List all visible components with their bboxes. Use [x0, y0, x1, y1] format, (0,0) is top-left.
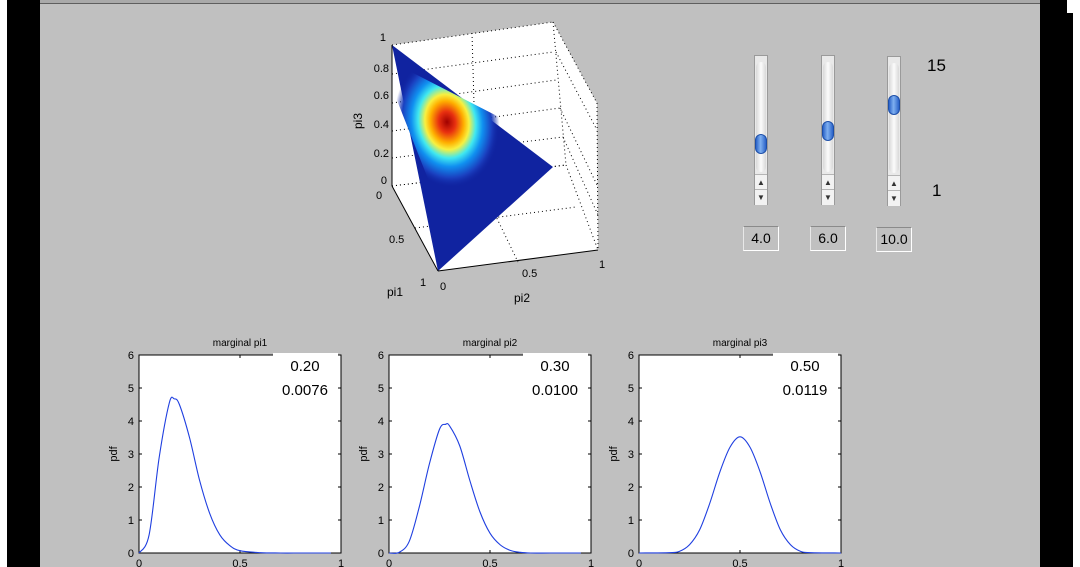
svg-text:0.5: 0.5: [389, 234, 404, 246]
mean-value: 0.30: [540, 358, 569, 375]
slider-thumb[interactable]: [888, 95, 900, 115]
svg-text:0.2: 0.2: [374, 148, 389, 160]
z-axis-label: pi3: [351, 113, 365, 129]
svg-text:0: 0: [376, 190, 382, 202]
y-axis-label: pi2: [514, 291, 530, 305]
slider-up-arrow-icon[interactable]: ▲: [888, 175, 900, 191]
marginal-pi1-plot: 0 1 2 3 4 5 6 0 0.5 1 marginal pi1 pdf 0.20 0.0076: [108, 338, 344, 567]
x-tick-label: 0: [136, 558, 142, 567]
x-tick-label: 0.5: [482, 558, 497, 567]
slider-down-arrow-icon[interactable]: ▼: [755, 189, 767, 205]
alpha3-value-field[interactable]: 10.0: [876, 227, 912, 252]
pdf-curve: [138, 396, 331, 554]
slider-track[interactable]: [823, 62, 833, 172]
x-tick-label: 1: [588, 558, 594, 567]
svg-text:0: 0: [381, 175, 387, 187]
y-tick-label: 2: [628, 482, 634, 494]
y-tick-label: 1: [628, 515, 634, 527]
variance-value: 0.0119: [783, 382, 828, 399]
y-tick-label: 2: [128, 482, 134, 494]
x-tick-labels: 0 0.5 1: [376, 190, 426, 289]
stats-box: [773, 353, 838, 400]
pdf-curve: [388, 423, 581, 554]
mean-value: 0.20: [290, 358, 319, 375]
y-tick-label: 3: [128, 449, 134, 461]
slider-up-arrow-icon[interactable]: ▲: [755, 174, 767, 190]
variance-value: 0.0076: [282, 382, 328, 399]
svg-text:1: 1: [420, 277, 426, 289]
slider-track[interactable]: [889, 63, 899, 173]
slider-down-arrow-icon[interactable]: ▼: [822, 189, 834, 205]
svg-text:0.5: 0.5: [522, 268, 537, 280]
x-tick-label: 1: [838, 558, 844, 567]
svg-text:1: 1: [380, 32, 386, 44]
y-tick-label: 0: [128, 548, 134, 560]
stats-box: [523, 353, 588, 400]
z-tick-labels: 1 0.8 0.6 0.4 0.2 0: [374, 32, 389, 187]
y-tick-label: 5: [128, 383, 134, 395]
mean-value: 0.50: [790, 358, 819, 375]
marginal-pi3-plot: 0 1 2 3 4 5 6 0 0.5 1 marginal pi3 pdf 0.50 0.0119: [608, 338, 844, 567]
svg-text:0.8: 0.8: [374, 63, 389, 75]
y-axis-label: pdf: [608, 445, 620, 461]
slider-thumb[interactable]: [822, 121, 834, 141]
y-axis-label: pdf: [108, 445, 120, 461]
x-tick-label: 0: [636, 558, 642, 567]
window-titlebar: [40, 0, 1040, 4]
y-tick-label: 6: [628, 350, 634, 362]
alpha2-value-field[interactable]: 6.0: [810, 226, 846, 251]
screen-border-black: [1040, 0, 1067, 13]
slider-down-arrow-icon[interactable]: ▼: [888, 190, 900, 206]
svg-text:0.4: 0.4: [374, 119, 389, 131]
y-tick-label: 3: [378, 449, 384, 461]
x-tick-label: 0.5: [732, 558, 747, 567]
y-tick-label: 3: [628, 449, 634, 461]
y-tick-label: 4: [128, 416, 134, 428]
slider-up-arrow-icon[interactable]: ▲: [822, 174, 834, 190]
y-tick-label: 1: [378, 515, 384, 527]
y-tick-label: 0: [378, 548, 384, 560]
y-tick-label: 5: [628, 383, 634, 395]
variance-value: 0.0100: [532, 382, 578, 399]
x-tick-label: 0.5: [232, 558, 247, 567]
alpha3-slider[interactable]: ▲ ▼: [887, 56, 901, 206]
stats-box: [273, 353, 338, 400]
y-tick-label: 5: [378, 383, 384, 395]
screen-border-black: [7, 0, 40, 13]
slider-track[interactable]: [756, 62, 766, 172]
slider-thumb[interactable]: [755, 134, 767, 154]
y-tick-label: 4: [378, 416, 384, 428]
x-tick-label: 1: [338, 558, 344, 567]
y-tick-label: 2: [378, 482, 384, 494]
slider-min-label: 1: [932, 181, 942, 200]
alpha2-slider[interactable]: ▲ ▼: [821, 55, 835, 205]
alpha1-slider[interactable]: ▲ ▼: [754, 55, 768, 205]
svg-text:0: 0: [440, 281, 446, 293]
x-tick-label: 0: [386, 558, 392, 567]
y-tick-label: 0: [628, 548, 634, 560]
y-tick-label: 1: [128, 515, 134, 527]
plot-title: marginal pi3: [713, 338, 768, 349]
plot-title: marginal pi2: [463, 338, 518, 349]
plot-title: marginal pi1: [213, 338, 268, 349]
svg-text:1: 1: [599, 259, 605, 271]
alpha1-value-field[interactable]: 4.0: [743, 226, 779, 251]
y-axis-label: pdf: [358, 445, 370, 461]
svg-text:0.6: 0.6: [374, 90, 389, 102]
x-axis-label: pi1: [387, 285, 403, 299]
y-tick-labels: 0 0.5 1: [440, 259, 605, 293]
marginal-pi2-plot: 0 1 2 3 4 5 6 0 0.5 1 marginal pi2 pdf 0.30 0.0100: [358, 338, 594, 567]
y-tick-label: 6: [128, 350, 134, 362]
y-tick-label: 6: [378, 350, 384, 362]
axis-lines: [391, 45, 599, 272]
slider-max-label: 15: [927, 56, 946, 75]
y-tick-label: 4: [628, 416, 634, 428]
pdf-curve: [638, 436, 842, 554]
